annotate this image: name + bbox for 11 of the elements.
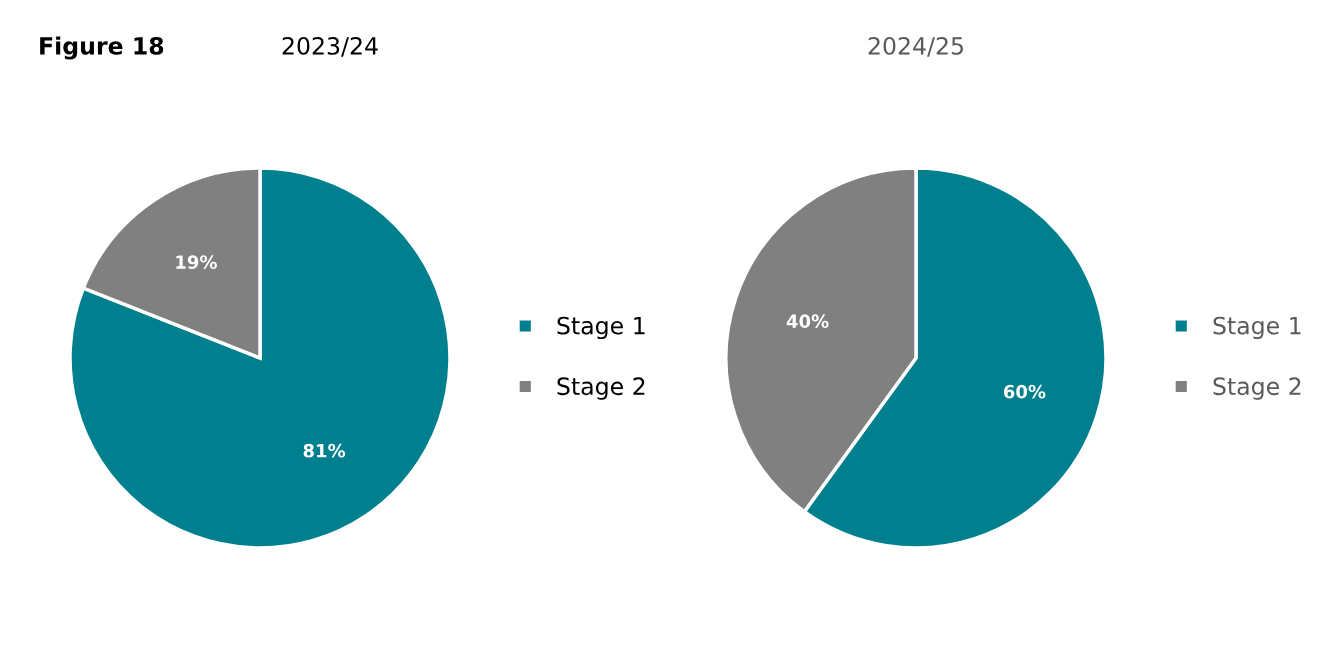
legend-label: Stage 1 [1213, 316, 1301, 340]
data-label: 81% [303, 443, 346, 458]
chart-title: 2023/24 [282, 36, 378, 57]
data-label: 40% [786, 314, 829, 329]
legend-label: Stage 2 [557, 377, 645, 400]
data-label: 60% [1003, 384, 1046, 399]
legend-label: Stage 1 [557, 316, 645, 340]
caption: Figure 18 [40, 36, 164, 60]
chart-title: 2024/25 [868, 36, 963, 57]
data-label: 19% [176, 255, 217, 269]
legend-label: Stage 2 [1213, 377, 1301, 400]
